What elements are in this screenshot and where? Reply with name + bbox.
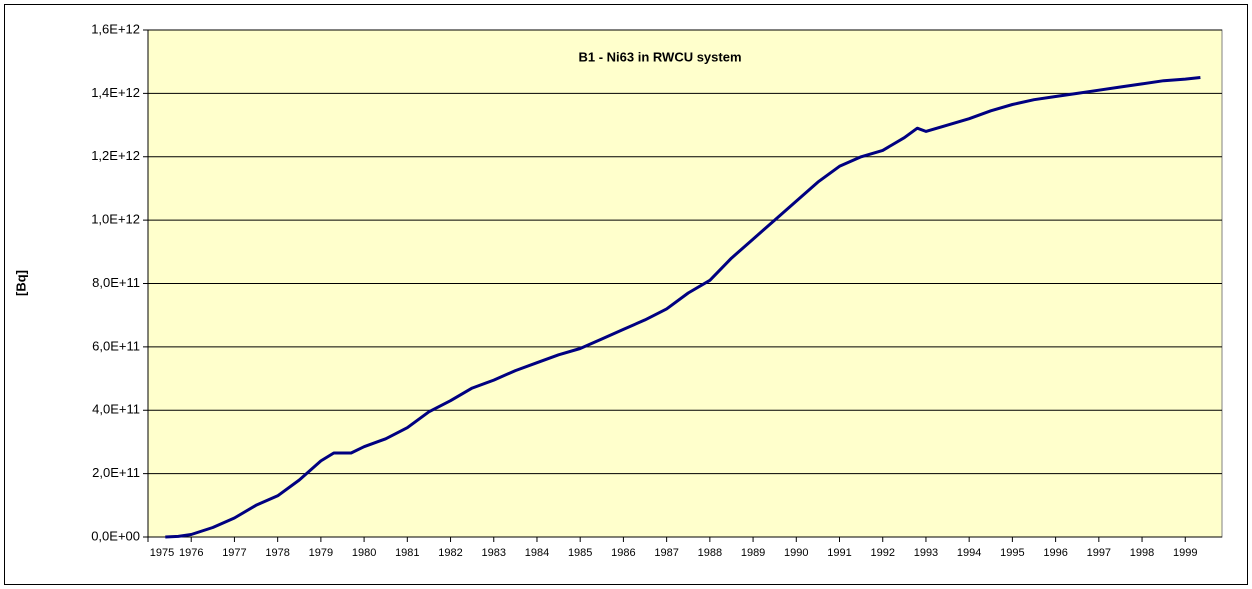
x-tick-label: 1980 — [352, 547, 376, 559]
x-tick-label: 1990 — [784, 547, 808, 559]
y-tick-label: 1,4E+12 — [91, 85, 140, 100]
y-tick-label: 6,0E+11 — [92, 338, 140, 353]
x-tick-label: 1984 — [525, 547, 549, 559]
x-tick-label: 1988 — [698, 547, 722, 559]
chart-title: B1 - Ni63 in RWCU system — [578, 49, 741, 64]
x-tick-label: 1995 — [1000, 547, 1024, 559]
x-tick-label: 1976 — [179, 547, 203, 559]
x-tick-label: 1998 — [1130, 547, 1154, 559]
data-line — [165, 76, 1201, 539]
y-tick-label: 8,0E+11 — [92, 275, 140, 290]
y-axis-label: [Bq] — [13, 270, 28, 296]
x-tick-label: 1978 — [265, 547, 289, 559]
y-tick-label: 4,0E+11 — [92, 402, 140, 417]
x-tick-label: 1979 — [309, 547, 333, 559]
y-tick-label: 1,6E+12 — [91, 21, 140, 36]
x-tick-label: 1977 — [222, 547, 246, 559]
y-tick-label: 0,0E+00 — [91, 528, 140, 543]
x-tick-label: 1989 — [741, 547, 765, 559]
x-tick-label: 1991 — [827, 547, 851, 559]
y-tick-label: 1,2E+12 — [91, 148, 140, 163]
x-tick-label: 1983 — [482, 547, 506, 559]
y-tick-label: 2,0E+11 — [92, 465, 140, 480]
x-tick-label: 1985 — [568, 547, 592, 559]
x-tick-label: 1975 — [150, 547, 174, 559]
x-tick-label: 1992 — [870, 547, 894, 559]
x-tick-label: 1997 — [1087, 547, 1111, 559]
x-tick-label: 1999 — [1173, 547, 1197, 559]
x-tick-label: 1982 — [438, 547, 462, 559]
x-tick-label: 1996 — [1043, 547, 1067, 559]
x-tick-label: 1981 — [395, 547, 419, 559]
y-tick-label: 1,0E+12 — [91, 212, 140, 227]
x-tick-label: 1987 — [654, 547, 678, 559]
x-tick-label: 1993 — [914, 547, 938, 559]
x-tick-label: 1986 — [611, 547, 635, 559]
x-tick-label: 1994 — [957, 547, 981, 559]
